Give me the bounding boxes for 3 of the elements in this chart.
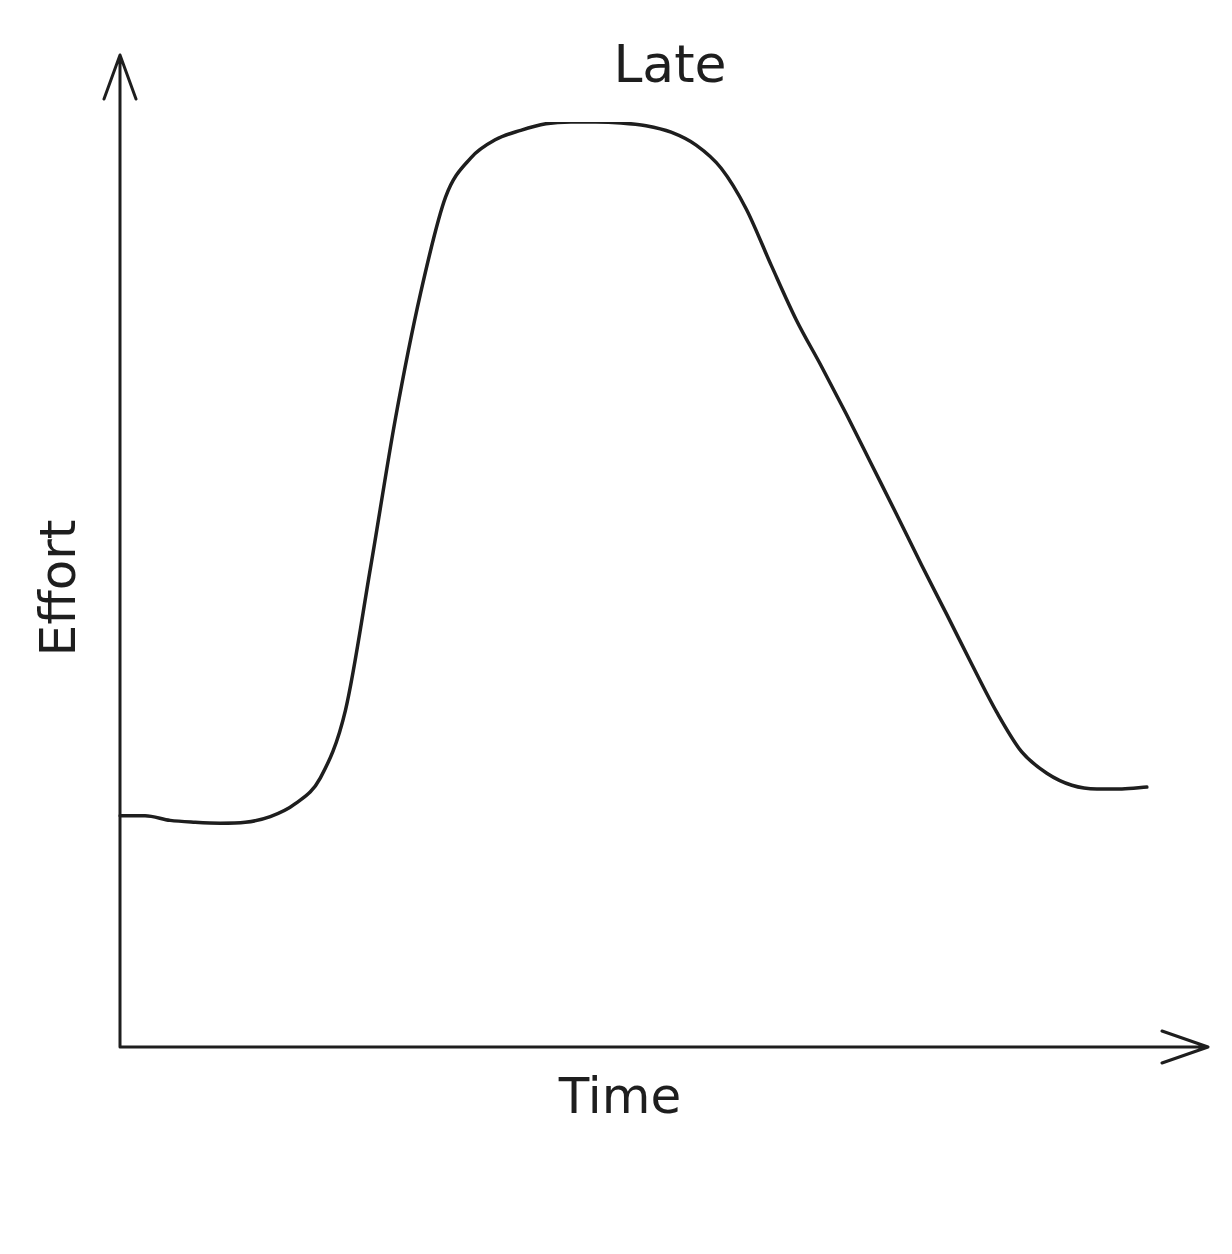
x-axis-title: Time	[557, 1066, 682, 1125]
chart-title: Late	[613, 33, 727, 94]
y-axis-title: Effort	[28, 519, 87, 657]
